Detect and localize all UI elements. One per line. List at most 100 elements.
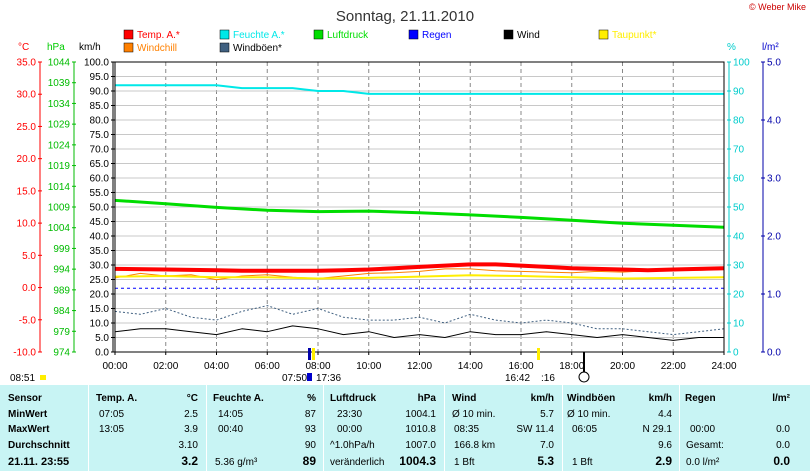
x-tick-label: 22:00: [661, 361, 686, 372]
pressure-tick-label: 974: [53, 348, 70, 359]
humidity-tick-label: 100: [733, 58, 750, 69]
druck-avg: 1007.0: [405, 440, 436, 451]
chart-title: Sonntag, 21.11.2010: [336, 8, 474, 25]
druck-max-time: 00:00: [337, 424, 363, 435]
wind-avg: 5.7: [540, 409, 554, 420]
feuchte-header: Feuchte A.: [213, 393, 264, 404]
legend-label: Feuchte A.*: [233, 30, 285, 41]
rain-tick-label: 5.0: [767, 58, 781, 69]
temp-max: 3.9: [184, 424, 198, 435]
x-tick-label: 04:00: [204, 361, 229, 372]
speed-tick-label: 65.0: [90, 159, 110, 170]
druck-min-time: 23:30: [337, 409, 363, 420]
temp-avg: 3.10: [178, 440, 198, 451]
humidity-tick-label: 20: [733, 290, 745, 301]
druck-header: Luftdruck: [330, 393, 377, 404]
pressure-tick-label: 1039: [48, 78, 71, 89]
speed-unit-label: km/h: [79, 42, 101, 53]
x-tick-label: 12:00: [407, 361, 432, 372]
wind-distance: 166.8 km: [454, 440, 496, 451]
temp-tick-label: 30.0: [17, 90, 37, 101]
legend-label: Windchill: [137, 43, 177, 54]
feuchte-max-time: 00:40: [218, 424, 244, 435]
regen-gesamt: 0.0: [776, 440, 790, 451]
speed-tick-label: 15.0: [90, 304, 110, 315]
wind-dist-val: 7.0: [540, 440, 554, 451]
boeen-max-time: 06:05: [572, 424, 598, 435]
legend-swatch: [123, 29, 134, 40]
legend-label: Wind: [517, 30, 540, 41]
feuchte-unit: %: [307, 393, 316, 404]
pressure-tick-label: 1029: [48, 120, 71, 131]
humidity-tick-label: 80: [733, 116, 745, 127]
plot-frame: [114, 61, 725, 353]
sunrise-marker-label: 07:50: [282, 373, 307, 384]
speed-tick-label: 5.0: [95, 333, 109, 344]
legend-label: Windböen*: [233, 43, 282, 54]
legend-swatch: [408, 29, 419, 40]
legend-label: Regen: [422, 30, 451, 41]
sunrise-bar: [308, 348, 311, 360]
speed-tick-label: 70.0: [90, 145, 110, 156]
speed-tick-label: 35.0: [90, 246, 110, 257]
feuchte-avg: 90: [304, 440, 316, 451]
legend-swatch: [219, 29, 230, 40]
speed-tick-label: 50.0: [90, 203, 110, 214]
copyright-label: © Weber Mike: [749, 2, 806, 12]
temp-header: Temp. A.: [96, 393, 138, 404]
rain-tick-label: 1.0: [767, 290, 781, 301]
boeen-unit: km/h: [648, 393, 672, 404]
humidity-tick-label: 60: [733, 174, 745, 185]
temp-current: 3.2: [181, 454, 198, 468]
druck-max: 1010.8: [405, 424, 436, 435]
speed-tick-label: 95.0: [90, 72, 110, 83]
boeen-max-dir: N 29.1: [642, 424, 672, 435]
speed-tick-label: 10.0: [90, 319, 110, 330]
pressure-tick-label: 979: [53, 327, 70, 338]
x-tick-label: 02:00: [153, 361, 178, 372]
temp-unit-label: °C: [18, 42, 29, 53]
druck-unit: hPa: [417, 393, 436, 404]
druck-trend: ^1.0hPa/h: [330, 440, 375, 451]
pressure-tick-label: 1014: [48, 182, 71, 193]
max-row-label: MaxWert: [8, 424, 50, 435]
temp-tick-label: 35.0: [17, 58, 37, 69]
temp-tick-label: -10.0: [13, 348, 36, 359]
sensor-header: Sensor: [8, 393, 42, 404]
pressure-tick-label: 1004: [48, 223, 71, 234]
avg-row-label: Durchschnitt: [8, 440, 70, 451]
rain-tick-label: 4.0: [767, 116, 781, 127]
x-axis: 00:00 02:00 04:00 06:00 08:00 10:00 12:00 14:00…: [102, 352, 737, 372]
temp-min-time: 07:05: [99, 409, 125, 420]
x-tick-label: 00:00: [102, 361, 127, 372]
x-tick-label: 06:00: [255, 361, 280, 372]
rain-unit-label: l/m²: [762, 42, 779, 53]
sunrise-bar-yellow: [312, 348, 315, 360]
series-windböen: [114, 305, 725, 336]
legend: Temp. A.* Feuchte A.* Luftdruck Regen Wind Ta…: [123, 29, 657, 54]
legend-swatch: [219, 42, 230, 53]
humidity-tick-label: 0: [733, 348, 739, 359]
speed-tick-label: 25.0: [90, 275, 110, 286]
legend-swatch: [598, 29, 609, 40]
speed-tick-label: 80.0: [90, 116, 110, 127]
morning-marker-icon: [40, 375, 46, 380]
x-tick-label: 18:00: [559, 361, 584, 372]
humidity-tick-label: 90: [733, 87, 745, 98]
x-tick-label: 10:00: [356, 361, 381, 372]
sunset-tag-label: :16: [541, 373, 555, 384]
speed-tick-label: 55.0: [90, 188, 110, 199]
boeen-bft: 1 Bft: [572, 457, 593, 468]
wind-current: 5.3: [537, 454, 554, 468]
y-axes: 35.0 30.0 25.0 20.0 15.0 10.0 5.0 0.0 -5.0 -10.0 1…: [13, 58, 781, 359]
x-tick-label: 14:00: [458, 361, 483, 372]
sunset-bar: [537, 348, 540, 360]
temp-tick-label: 25.0: [17, 122, 37, 133]
speed-tick-label: 45.0: [90, 217, 110, 228]
boeen-avg2: 9.6: [658, 440, 672, 451]
min-row-label: MinWert: [8, 409, 48, 420]
regen-unit: l/m²: [772, 393, 790, 404]
temp-tick-label: 20.0: [17, 154, 37, 165]
x-tick-label: 16:00: [508, 361, 533, 372]
rain-tick-label: 3.0: [767, 174, 781, 185]
